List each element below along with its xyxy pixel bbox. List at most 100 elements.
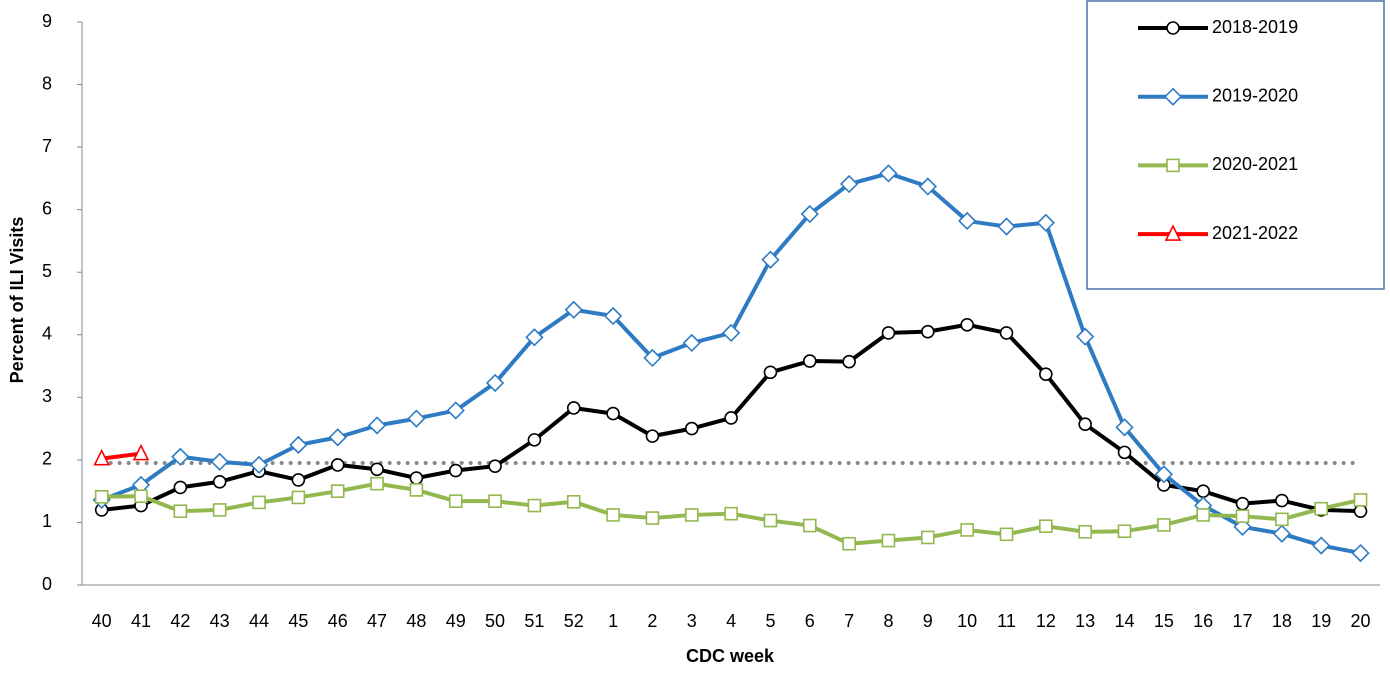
x-tick-label: 45 <box>288 611 308 631</box>
x-tick-label: 52 <box>564 611 584 631</box>
x-tick-label: 17 <box>1233 611 1253 631</box>
data-point <box>1272 524 1292 543</box>
legend-label: 2019-2020 <box>1212 85 1298 105</box>
x-tick-label: 8 <box>883 611 893 631</box>
data-point <box>761 250 780 269</box>
legend-label: 2021-2022 <box>1212 223 1298 243</box>
data-point <box>1078 525 1092 539</box>
data-point <box>289 435 308 455</box>
x-tick-label: 5 <box>765 611 775 631</box>
legend-label: 2018-2019 <box>1212 17 1298 37</box>
data-point <box>1353 493 1368 507</box>
data-point <box>684 508 699 522</box>
y-tick-label: 5 <box>42 261 52 281</box>
y-tick-label: 6 <box>42 198 52 218</box>
legend-label: 2020-2021 <box>1212 154 1298 174</box>
data-point <box>1115 418 1134 437</box>
data-point <box>210 452 229 471</box>
data-point <box>488 494 502 508</box>
x-tick-label: 1 <box>608 611 618 631</box>
data-point <box>171 447 190 466</box>
data-point <box>1039 519 1053 533</box>
data-point <box>249 455 269 475</box>
data-point <box>488 459 502 473</box>
y-axis-label: Percent of ILI Visits <box>7 217 27 384</box>
data-point <box>960 317 974 332</box>
data-point <box>1196 508 1210 522</box>
data-point <box>1036 213 1055 232</box>
data-point <box>566 495 581 509</box>
x-tick-label: 9 <box>923 611 933 631</box>
data-point <box>527 498 542 513</box>
x-tick-label: 13 <box>1075 611 1095 631</box>
data-point <box>93 448 110 466</box>
data-point <box>409 471 424 485</box>
data-point <box>370 476 384 491</box>
data-point <box>1076 327 1095 346</box>
data-point <box>802 518 817 533</box>
data-point <box>724 411 738 425</box>
x-tick-label: 44 <box>249 611 269 631</box>
legend-marker <box>1164 224 1182 241</box>
data-point <box>1351 543 1370 563</box>
data-point <box>1117 524 1132 539</box>
series-line <box>101 451 142 461</box>
legend-box <box>1086 0 1385 290</box>
x-tick-label: 43 <box>210 611 230 631</box>
data-point <box>960 523 974 537</box>
x-tick-label: 12 <box>1036 611 1056 631</box>
data-point <box>842 536 856 551</box>
data-point <box>1078 417 1092 432</box>
data-point <box>212 474 227 489</box>
y-tick-label: 7 <box>42 136 52 156</box>
data-point <box>763 365 778 380</box>
data-point <box>800 204 819 224</box>
data-point <box>566 401 581 415</box>
data-point <box>448 494 463 508</box>
legend-marker <box>1166 21 1180 35</box>
data-point <box>1312 536 1331 555</box>
data-point <box>1314 501 1329 516</box>
data-point <box>999 326 1014 340</box>
data-point <box>958 211 977 231</box>
data-point <box>132 443 150 461</box>
data-point <box>212 503 227 517</box>
data-point <box>367 416 387 435</box>
data-point <box>370 462 384 477</box>
data-point <box>328 428 347 447</box>
data-point <box>94 489 109 504</box>
data-point <box>173 480 188 495</box>
x-tick-label: 6 <box>805 611 815 631</box>
x-tick-label: 7 <box>844 611 854 631</box>
data-point <box>291 490 306 505</box>
data-point <box>1275 493 1289 508</box>
y-tick-label: 2 <box>42 449 52 469</box>
data-point <box>564 300 583 319</box>
y-tick-label: 9 <box>42 11 52 31</box>
x-tick-label: 15 <box>1154 611 1174 631</box>
data-point <box>1196 484 1210 498</box>
y-tick-label: 0 <box>42 574 52 594</box>
data-point <box>645 429 660 443</box>
data-point <box>134 489 148 503</box>
data-point <box>330 484 345 498</box>
data-point <box>1039 367 1053 381</box>
x-tick-label: 16 <box>1193 611 1213 631</box>
x-tick-label: 11 <box>997 611 1016 631</box>
x-tick-label: 20 <box>1351 611 1371 631</box>
data-point <box>724 506 738 521</box>
data-point <box>999 527 1014 542</box>
y-tick-label: 1 <box>42 511 52 531</box>
data-point <box>1117 445 1132 460</box>
data-point <box>330 458 345 472</box>
data-point <box>606 406 620 421</box>
data-point <box>1353 504 1368 518</box>
x-tick-label: 50 <box>485 611 505 631</box>
x-tick-label: 42 <box>170 611 190 631</box>
data-point <box>448 463 463 478</box>
x-tick-label: 4 <box>726 611 736 631</box>
data-point <box>684 421 699 436</box>
legend-marker <box>1163 87 1183 106</box>
x-tick-label: 14 <box>1114 611 1134 631</box>
data-point <box>918 177 937 196</box>
